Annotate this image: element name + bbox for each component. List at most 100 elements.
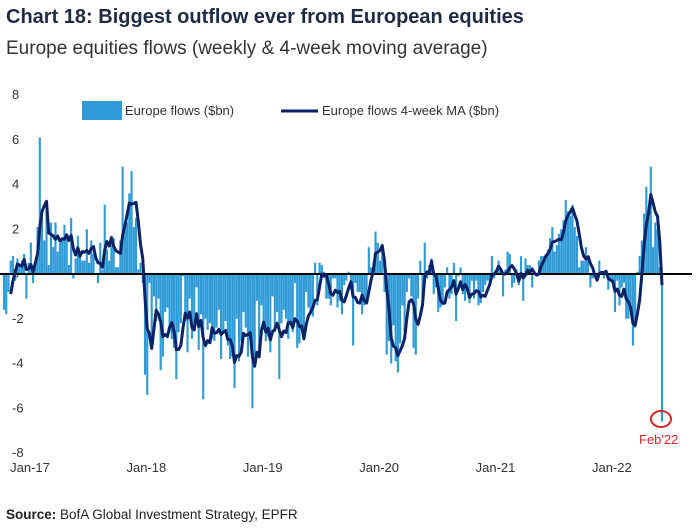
flow-bar [338,274,341,301]
flow-bar [117,267,120,274]
flow-bar [110,235,113,274]
flow-bar [363,274,366,306]
flow-bar [11,256,15,274]
flow-bar [83,260,86,274]
flow-bar [2,274,6,310]
flow-bar [439,274,442,308]
flow-bar [121,166,124,274]
flow-bar [343,274,346,286]
flow-bar [79,251,82,275]
flow-bar [566,211,570,274]
flow-bar [264,274,267,342]
flow-bar [166,274,169,308]
flow-bar [293,274,297,283]
weekly-flow-bars [2,137,664,422]
x-axis-ticks: Jan-17 Jan-18 Jan-19 Jan-20 Jan-21 Jan-22 [10,460,632,475]
flow-bar [322,271,326,274]
flow-bar [634,274,637,328]
flow-bar [598,260,601,274]
flow-bar [472,274,476,299]
flow-bar [446,267,449,274]
flow-bar [611,274,614,283]
flow-bar [468,274,471,304]
flow-bar [96,274,100,283]
y-tick-label: -2 [12,311,24,326]
y-tick-label: 4 [12,177,19,192]
flow-bar [161,274,164,357]
flow-bar [394,274,397,362]
flow-bar [479,274,482,304]
flow-bar [273,274,276,333]
flow-bar [213,274,216,342]
flow-bar [580,260,583,274]
flow-bar [287,274,290,339]
flow-bar [647,211,650,274]
flow-bar [126,222,129,274]
flow-bar [654,222,657,274]
flow-bar [5,274,8,315]
flow-bar [215,274,218,328]
annotation-label: Feb'22 [639,432,678,447]
flow-bar [401,274,404,306]
flow-bar [271,274,274,297]
flow-bar [220,274,223,360]
flow-bar [519,256,523,274]
flow-bar [249,274,252,335]
legend-bar-swatch [82,101,122,120]
flow-bar [226,274,229,346]
flow-bar [524,258,527,274]
flow-bar [132,227,135,274]
flow-bar [233,274,236,389]
flow-bar [578,267,581,274]
flow-bar [307,274,310,308]
flow-bar [63,224,66,274]
flow-bar [607,274,610,290]
flow-bar [282,274,285,310]
flow-bar [280,274,283,324]
flow-bar [275,274,279,313]
flow-bar [573,227,576,274]
flow-bar [74,258,77,274]
flow-bar [358,274,361,292]
flow-bar [150,274,153,342]
flow-bar [587,258,590,274]
flow-bar [354,274,357,283]
flow-bar [484,274,487,286]
flow-bar [269,274,272,353]
flow-bar [582,260,585,274]
flow-bar [432,274,435,295]
flow-bar [90,240,93,274]
flow-bar [488,274,491,281]
flow-bar [296,274,299,348]
flow-bar [170,274,173,339]
flow-bar [649,166,652,274]
flow-bar [7,274,10,292]
flow-bar [470,274,473,281]
flow-bar [228,274,232,360]
flow-bar [128,193,131,274]
flow-bar [114,267,117,274]
flow-bar [620,274,623,288]
flow-bar [537,260,540,274]
flow-bar [168,274,171,333]
flow-bar [134,218,138,274]
flow-bar [244,274,247,328]
legend-line-label: Europe flows 4-week MA ($bn) [322,103,499,118]
chart-title: Chart 18: Biggest outflow ever from Euro… [6,6,524,29]
flow-bar [146,274,149,395]
flow-bar [309,274,312,315]
flow-bar [403,274,406,333]
flow-bar [186,274,189,353]
flow-bar [242,274,245,313]
flow-bar [331,274,335,279]
y-tick-label: -4 [12,356,24,371]
flow-bar [396,274,399,373]
flow-bar [459,267,462,274]
flow-bar [206,274,209,330]
flow-bar [381,247,384,274]
flow-bar [143,274,147,375]
flow-bar [365,274,368,301]
flow-bar [184,274,187,321]
flow-bar [486,274,489,281]
flow-bar [457,274,460,277]
